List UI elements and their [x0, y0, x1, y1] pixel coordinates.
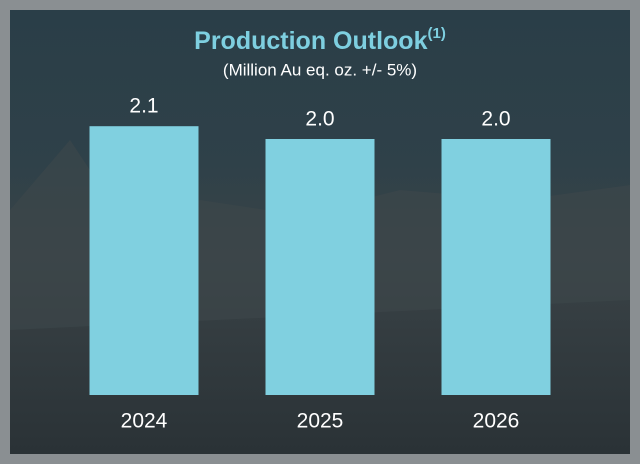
- title-text: Production Outlook: [194, 27, 427, 55]
- bar: [441, 139, 551, 395]
- chart-subtitle: (Million Au eq. oz. +/- 5%): [223, 60, 417, 79]
- chart-title: Production Outlook(1): [194, 25, 446, 55]
- bar: [265, 139, 375, 395]
- x-tick-label: 2025: [297, 410, 344, 433]
- title-note: (1): [427, 25, 445, 42]
- bar: [89, 126, 199, 395]
- x-tick-label: 2026: [473, 410, 520, 433]
- value-label: 2.0: [305, 108, 334, 131]
- x-tick-label: 2024: [121, 410, 168, 433]
- value-label: 2.1: [129, 95, 158, 118]
- value-label: 2.0: [481, 108, 510, 131]
